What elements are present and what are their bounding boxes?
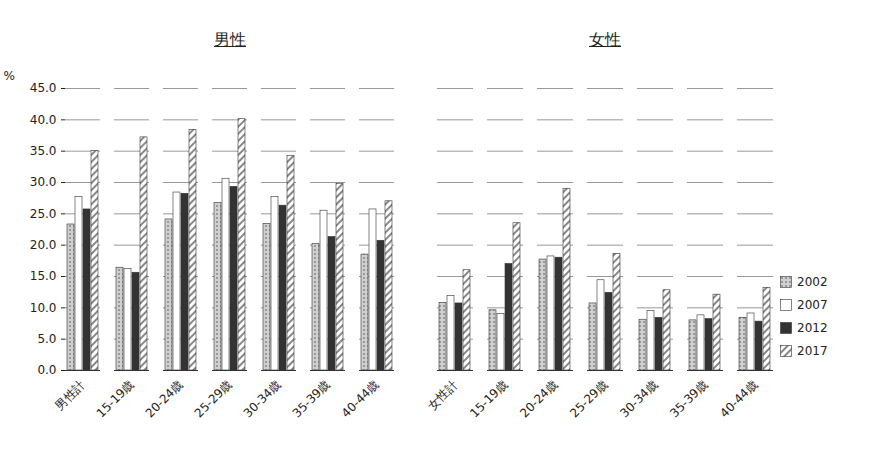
html-text:女性: 女性: [589, 30, 621, 49]
svg-text:男性計: 男性計: [52, 377, 87, 412]
svg-text:45.0: 45.0: [30, 81, 57, 95]
svg-text:15-19歳: 15-19歳: [467, 377, 510, 420]
svg-text:0.0: 0.0: [37, 363, 56, 377]
svg-text:20.0: 20.0: [30, 238, 57, 252]
html-text:2007: 2007: [797, 297, 828, 312]
html-text:男性: 男性: [214, 30, 246, 49]
svg-text:35.0: 35.0: [30, 144, 57, 158]
svg-text:40.0: 40.0: [30, 113, 57, 127]
svg-text:20-24歳: 20-24歳: [517, 377, 560, 420]
svg-text:15.0: 15.0: [30, 269, 57, 283]
svg-text:5.0: 5.0: [37, 332, 56, 346]
svg-text:女性計: 女性計: [425, 377, 460, 412]
svg-text:30.0: 30.0: [30, 175, 57, 189]
svg-text:35-39歳: 35-39歳: [667, 377, 710, 420]
svg-text:25-29歳: 25-29歳: [567, 377, 610, 420]
svg-text:20-24歳: 20-24歳: [143, 377, 186, 420]
svg-text:40-44歳: 40-44歳: [717, 377, 760, 420]
svg-text:25-29歳: 25-29歳: [192, 377, 235, 420]
html-text:2017: 2017: [797, 343, 828, 358]
svg-text:40-44歳: 40-44歳: [339, 377, 382, 420]
svg-text:30-34歳: 30-34歳: [241, 377, 284, 420]
svg-text:%: %: [4, 69, 15, 83]
svg-text:15-19歳: 15-19歳: [94, 377, 137, 420]
html-text:2012: 2012: [797, 320, 828, 335]
svg-text:25.0: 25.0: [30, 207, 57, 221]
svg-text:35-39歳: 35-39歳: [290, 377, 333, 420]
svg-text:10.0: 10.0: [30, 301, 57, 315]
svg-text:30-34歳: 30-34歳: [617, 377, 660, 420]
html-text:2002: 2002: [797, 274, 828, 289]
